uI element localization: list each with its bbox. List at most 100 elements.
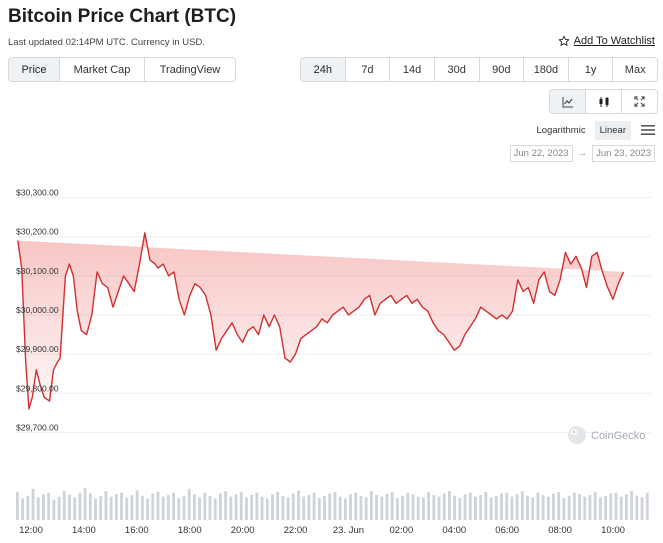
y-tick-label: $30,300.00 — [16, 188, 59, 198]
volume-bar — [104, 491, 108, 520]
tab-tradingview[interactable]: TradingView — [159, 63, 221, 76]
x-tick-label: 08:00 — [548, 525, 572, 536]
volume-bar — [489, 497, 493, 520]
line-chart-icon — [562, 96, 573, 107]
volume-bar — [494, 495, 498, 520]
volume-bar — [36, 497, 40, 520]
volume-bar — [208, 495, 212, 520]
hamburger-menu-icon[interactable] — [641, 124, 655, 136]
range-max[interactable]: Max — [624, 63, 646, 76]
volume-bar — [192, 494, 196, 520]
volume-bar — [474, 496, 477, 520]
date-to-input[interactable]: Jun 23, 2023 — [592, 145, 655, 162]
range-24h[interactable]: 24h — [301, 58, 346, 81]
range-7d[interactable]: 7d — [346, 58, 391, 81]
volume-bar — [635, 495, 639, 520]
date-from-input[interactable]: Jun 22, 2023 — [509, 145, 573, 162]
candlestick-icon — [599, 96, 608, 107]
volume-bar — [343, 498, 347, 520]
y-tick-label: $30,100.00 — [16, 266, 59, 276]
y-tick-label: $30,200.00 — [16, 227, 59, 237]
volume-bar — [515, 494, 519, 520]
volume-bar — [427, 491, 431, 520]
volume-bar — [52, 499, 56, 520]
watermark-text: CoinGecko — [591, 430, 645, 442]
volume-bar — [510, 496, 514, 520]
volume-bar — [624, 494, 628, 520]
volume-bar — [172, 492, 176, 520]
volume-bar — [411, 494, 415, 520]
range-30d[interactable]: 30d — [435, 58, 480, 81]
x-tick-label: 23. Jun — [333, 525, 364, 536]
volume-bar — [198, 497, 202, 520]
volume-bar — [453, 495, 457, 520]
scale-toggle: Logarithmic Linear — [531, 121, 631, 140]
volume-bar — [531, 497, 535, 520]
volume-bar — [609, 493, 613, 520]
volume-bar — [505, 492, 509, 520]
volume-bar — [78, 492, 82, 520]
x-tick-label: 18:00 — [178, 525, 202, 536]
volume-bar — [619, 496, 623, 520]
price-area — [17, 232, 624, 409]
volume-bar — [156, 491, 160, 520]
scale-logarithmic[interactable]: Logarithmic — [536, 125, 586, 136]
volume-bar — [151, 493, 155, 520]
volume-bar — [448, 491, 451, 520]
volume-bar — [203, 492, 207, 520]
x-tick-label: 20:00 — [231, 525, 255, 536]
date-range: Jun 22, 2023 → Jun 23, 2023 — [509, 145, 655, 162]
date-arrow: → — [577, 148, 588, 159]
volume-bar — [359, 495, 363, 520]
volume-bar — [42, 494, 45, 520]
volume-bar — [349, 494, 352, 520]
tab-market-cap[interactable]: Market Cap — [60, 58, 145, 81]
volume-bar — [557, 491, 561, 520]
volume-bar — [57, 496, 61, 520]
volume-bar — [271, 494, 274, 520]
volume-bar — [234, 494, 238, 520]
y-tick-label: $30,000.00 — [16, 305, 59, 315]
line-chart-button[interactable] — [550, 90, 586, 113]
volume-bar — [588, 495, 592, 520]
volume-bar — [463, 494, 467, 520]
volume-bar — [520, 491, 524, 520]
volume-bar — [541, 495, 545, 520]
range-14d[interactable]: 14d — [390, 58, 435, 81]
fullscreen-button[interactable] — [622, 90, 657, 113]
volume-bar — [109, 496, 113, 520]
watchlist-label: Add To Watchlist — [573, 35, 655, 47]
x-tick-label: 06:00 — [495, 525, 519, 536]
volume-bar — [468, 492, 472, 520]
volume-bar — [135, 490, 139, 520]
volume-bar — [94, 498, 97, 520]
x-tick-label: 16:00 — [125, 525, 149, 536]
add-to-watchlist-link[interactable]: Add To Watchlist — [558, 35, 655, 47]
page-title: Bitcoin Price Chart (BTC) — [8, 6, 237, 27]
volume-bar — [68, 494, 71, 520]
tab-price[interactable]: Price — [9, 58, 60, 81]
volume-bar — [479, 495, 483, 520]
volume-bar — [442, 493, 446, 520]
volume-bar — [369, 491, 373, 520]
range-1y[interactable]: 1y — [569, 58, 614, 81]
volume-bar — [260, 496, 264, 520]
scale-linear[interactable]: Linear — [594, 121, 631, 140]
x-tick-label: 14:00 — [72, 525, 96, 536]
candlestick-button[interactable] — [586, 90, 622, 113]
volume-bar — [323, 495, 326, 520]
volume-bar — [146, 498, 149, 520]
range-90d[interactable]: 90d — [480, 58, 525, 81]
last-updated-text: Last updated 02:14PM UTC. Currency in US… — [8, 37, 205, 48]
volume-bar — [640, 497, 644, 520]
volume-bar — [130, 495, 134, 520]
volume-bar — [500, 493, 503, 520]
x-tick-label: 10:00 — [601, 525, 625, 536]
price-chart[interactable]: CoinGecko $30,300.00 $30,200.00 $30,100.00… — [0, 170, 663, 543]
volume-bar — [255, 492, 259, 520]
y-tick-label: $29,800.00 — [16, 383, 59, 393]
range-180d[interactable]: 180d — [524, 58, 569, 81]
volume-bar — [401, 495, 405, 520]
coingecko-watermark: CoinGecko — [568, 426, 645, 444]
volume-bar — [114, 494, 118, 520]
